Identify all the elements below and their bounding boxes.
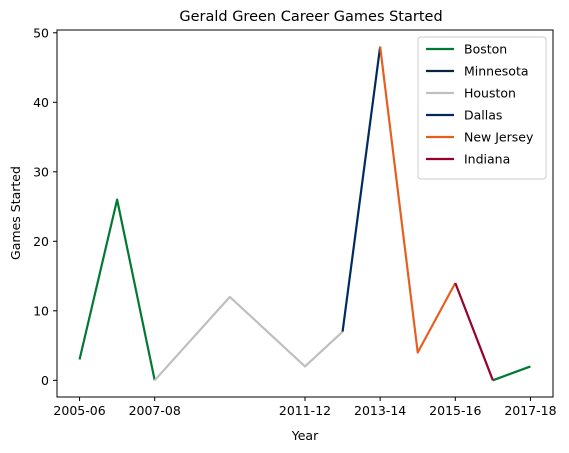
series-line-boston [78,198,156,381]
legend-label-new-jersey: New Jersey [464,130,534,145]
y-tick-label: 20 [33,234,49,249]
x-tick-label: 2011-12 [279,403,331,418]
legend-label-houston: Houston [464,86,516,101]
chart-title: Gerald Green Career Games Started [179,9,442,25]
x-axis-label: Year [291,428,319,443]
legend-label-minnesota: Minnesota [464,64,529,79]
x-tick-label: 2017-18 [504,403,556,418]
y-tick-label: 40 [33,95,49,110]
legend-box [417,36,547,180]
y-tick-label: 10 [33,303,49,318]
y-tick-label: 0 [41,373,49,388]
legend: Boston Minnesota Houston Dallas New Jersey In… [417,36,547,180]
y-tick-label: 30 [33,164,49,179]
legend-label-boston: Boston [464,42,507,57]
y-axis-ticks: 0 10 20 30 40 50 [33,25,57,388]
series-line-indiana [454,282,494,381]
series-line-new-jersey [379,46,457,354]
legend-label-indiana: Indiana [464,152,510,167]
y-tick-label: 50 [33,25,49,40]
series-lines [78,46,531,382]
x-tick-label: 2013-14 [354,403,406,418]
series-line-boston [492,365,531,382]
x-tick-label: 2005-06 [53,403,105,418]
x-axis-ticks: 2005-06 2007-08 2011-12 2013-14 2015-16 2017-… [53,397,557,418]
x-tick-label: 2015-16 [429,403,481,418]
series-line-dallas [341,46,382,332]
legend-label-dallas: Dallas [464,108,502,123]
series-line-houston [153,295,344,382]
x-tick-label: 2007-08 [129,403,181,418]
y-axis-label: Games Started [8,166,23,260]
